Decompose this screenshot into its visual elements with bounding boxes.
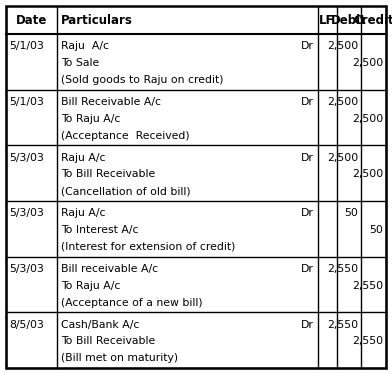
Text: 5/1/03: 5/1/03: [9, 97, 44, 107]
Text: 2,550: 2,550: [352, 281, 383, 291]
Text: Date: Date: [16, 13, 47, 27]
Text: 2,500: 2,500: [327, 41, 358, 51]
Text: Raju  A/c: Raju A/c: [61, 41, 109, 51]
Text: Dr: Dr: [301, 208, 314, 218]
Text: Raju A/c: Raju A/c: [61, 208, 106, 218]
Text: 2,550: 2,550: [352, 337, 383, 346]
Text: Dr: Dr: [301, 264, 314, 274]
Text: 5/3/03: 5/3/03: [9, 264, 44, 274]
Text: Dr: Dr: [301, 97, 314, 107]
Text: To Raju A/c: To Raju A/c: [61, 114, 121, 124]
Text: To Interest A/c: To Interest A/c: [61, 225, 139, 235]
Text: Dr: Dr: [301, 319, 314, 329]
Text: Cash/Bank A/c: Cash/Bank A/c: [61, 319, 140, 329]
Text: (Interest for extension of credit): (Interest for extension of credit): [61, 242, 236, 252]
Text: 2,500: 2,500: [327, 97, 358, 107]
Text: (Sold goods to Raju on credit): (Sold goods to Raju on credit): [61, 75, 224, 85]
Text: 2,550: 2,550: [327, 319, 358, 329]
Text: 50: 50: [369, 225, 383, 235]
Text: 5/1/03: 5/1/03: [9, 41, 44, 51]
Text: (Cancellation of old bill): (Cancellation of old bill): [61, 186, 191, 196]
Text: To Bill Receivable: To Bill Receivable: [61, 169, 156, 180]
Text: 5/3/03: 5/3/03: [9, 208, 44, 218]
Text: To Raju A/c: To Raju A/c: [61, 281, 121, 291]
Text: To Sale: To Sale: [61, 58, 100, 68]
Text: (Bill met on maturity): (Bill met on maturity): [61, 353, 178, 363]
Text: 2,500: 2,500: [352, 169, 383, 180]
Text: To Bill Receivable: To Bill Receivable: [61, 337, 156, 346]
Text: Dr: Dr: [301, 41, 314, 51]
Text: 2,500: 2,500: [327, 153, 358, 163]
Text: (Acceptance  Received): (Acceptance Received): [61, 131, 190, 141]
Text: 2,500: 2,500: [352, 58, 383, 68]
Text: 5/3/03: 5/3/03: [9, 153, 44, 163]
Text: Debit: Debit: [331, 13, 367, 27]
Text: Particulars: Particulars: [61, 13, 133, 27]
Text: Raju A/c: Raju A/c: [61, 153, 106, 163]
Text: Credit: Credit: [353, 13, 392, 27]
Text: Bill receivable A/c: Bill receivable A/c: [61, 264, 158, 274]
Text: 2,500: 2,500: [352, 114, 383, 124]
Text: LF: LF: [319, 13, 335, 27]
Text: 8/5/03: 8/5/03: [9, 319, 44, 329]
Text: Bill Receivable A/c: Bill Receivable A/c: [61, 97, 161, 107]
Text: 50: 50: [345, 208, 358, 218]
Text: 2,550: 2,550: [327, 264, 358, 274]
Text: Dr: Dr: [301, 153, 314, 163]
Text: (Acceptance of a new bill): (Acceptance of a new bill): [61, 298, 203, 308]
